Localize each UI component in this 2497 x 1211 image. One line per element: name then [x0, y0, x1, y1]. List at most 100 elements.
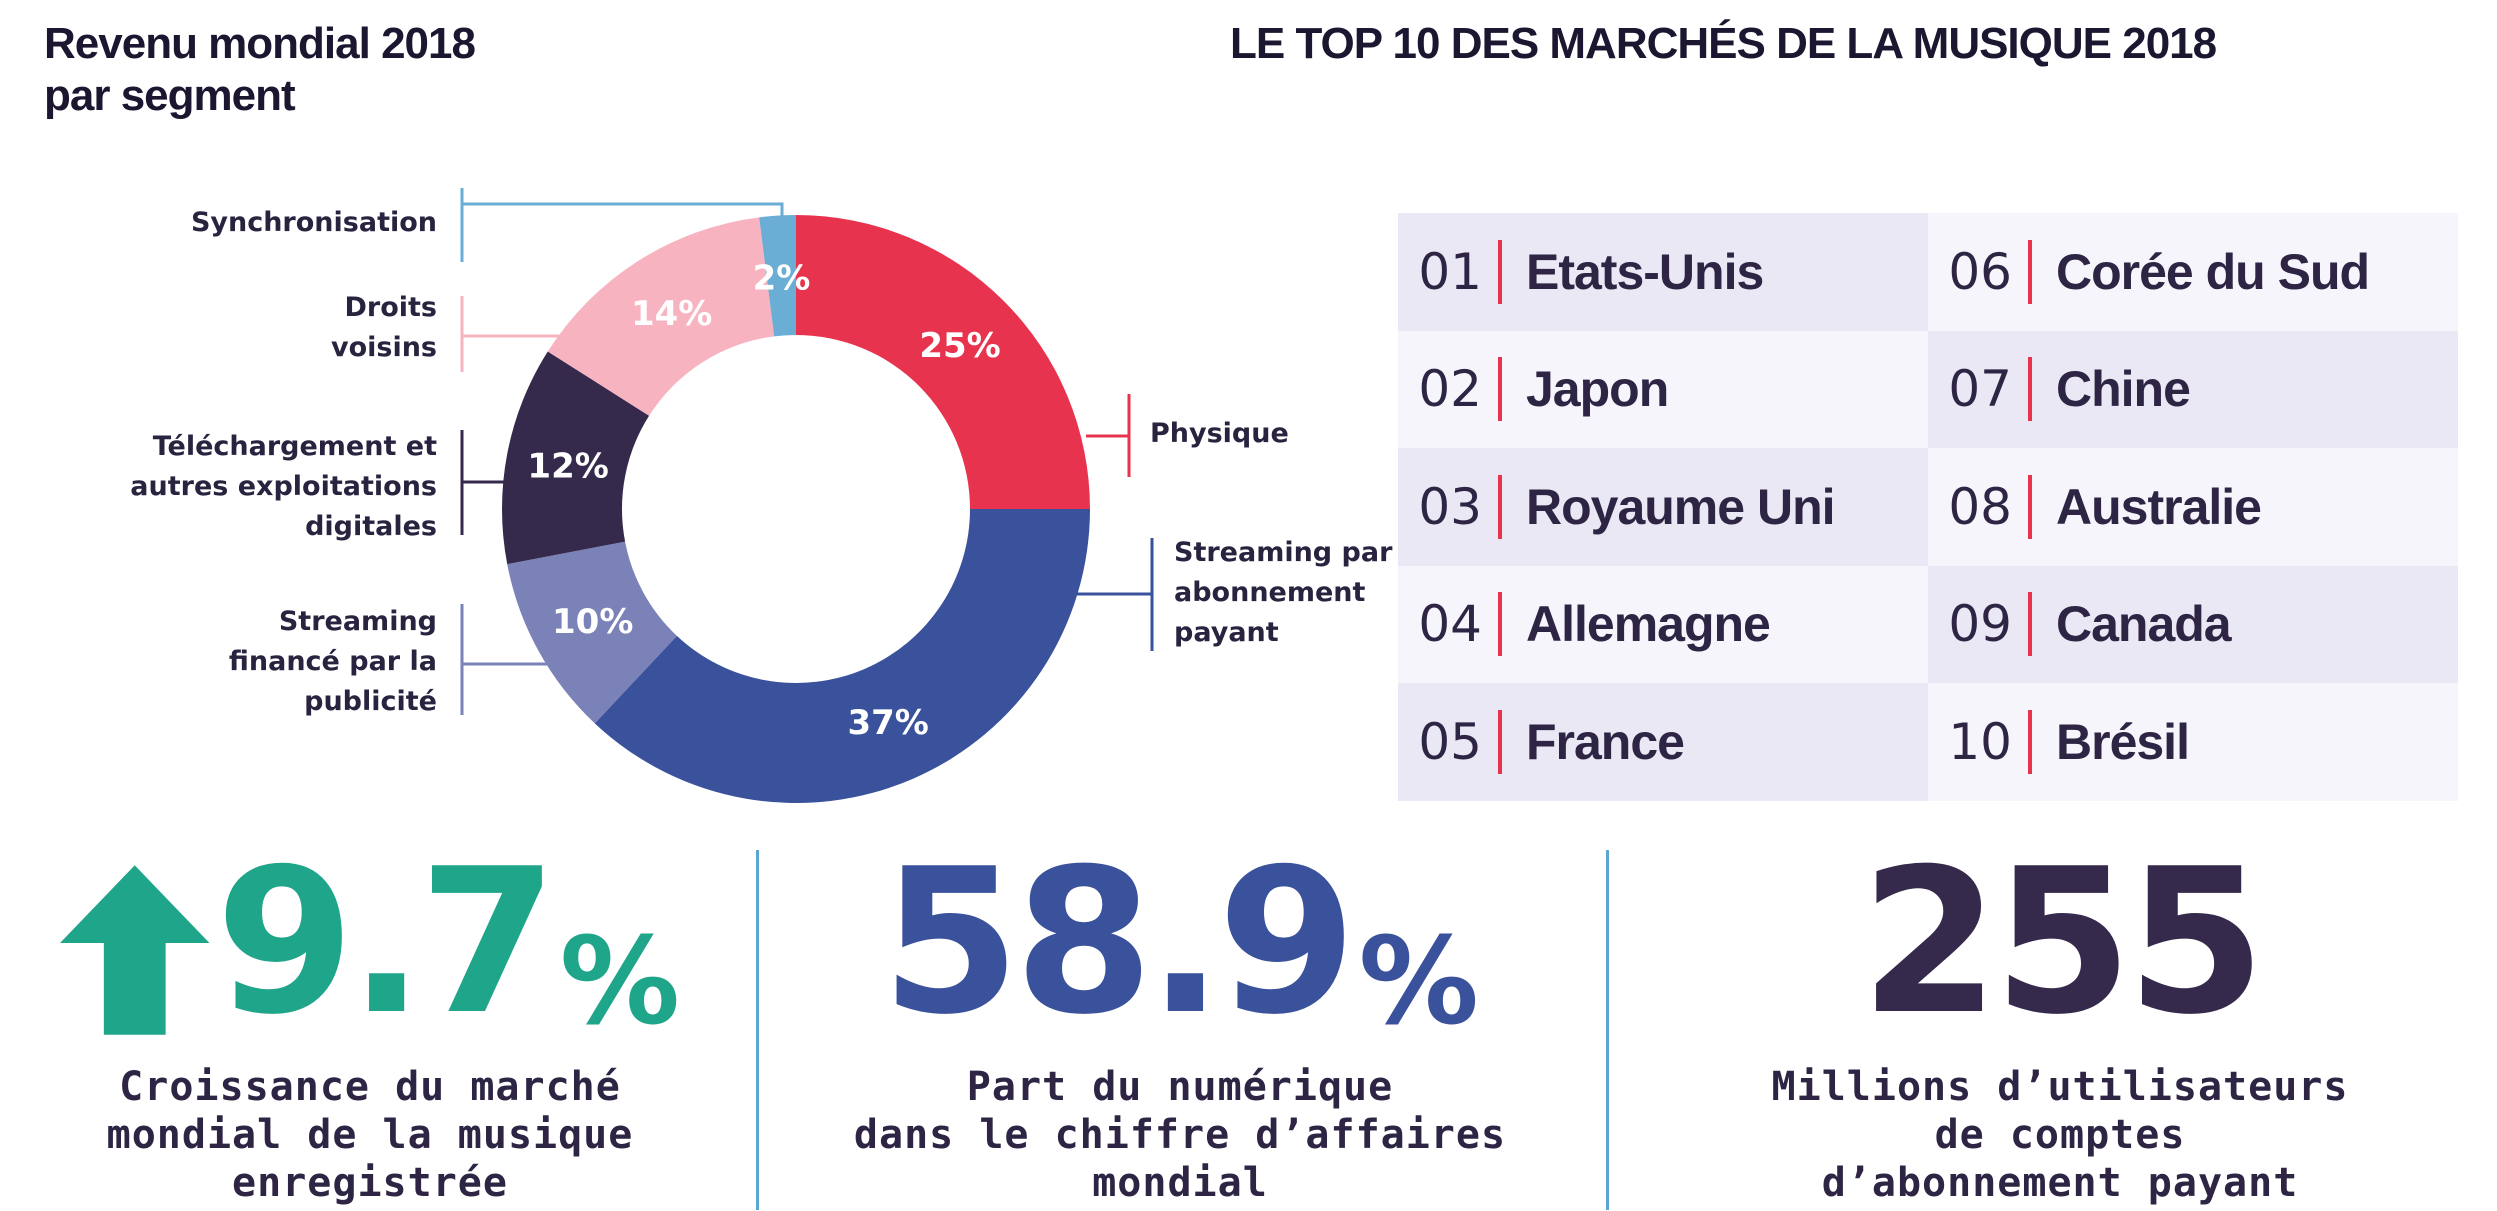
market-name: Brésil [2056, 713, 2190, 770]
top10-col-left-bg [1398, 213, 1928, 801]
donut-slice-droits-voisins [547, 217, 775, 416]
market-row: 07 Chine [1928, 331, 2191, 448]
market-row: 06 Corée du Sud [1928, 213, 2370, 330]
top10-table: 01 Etats-Unis 02 Japon 03 Royaume Uni 04 All… [1398, 213, 2458, 801]
market-rank: 08 [1948, 477, 2012, 536]
kpi-subscribers-caption-line: Millions d’utilisateurs [1771, 1064, 2349, 1110]
kpi-subscribers-value: 255 [1860, 826, 2265, 1059]
market-name: Royaume Uni [1526, 478, 1836, 535]
kpi-subscribers: 255 Millions d’utilisateurs de comptes d… [1680, 843, 2440, 1207]
market-row: 10 Brésil [1928, 683, 2190, 800]
market-name: Australie [2056, 478, 2262, 535]
donut-value-label: 10% [552, 602, 633, 642]
label-streaming-pub-line-1: Streaming [278, 606, 437, 637]
label-streaming-pub-line-3: publicité [304, 686, 437, 717]
market-name: Allemagne [1526, 596, 1771, 653]
label-droits-line-1: Droits [344, 292, 437, 323]
market-rank: 04 [1418, 595, 1482, 654]
rank-divider [2028, 357, 2032, 422]
kpi-growth-suffix: % [559, 913, 680, 1052]
kpi-growth-caption-line: mondial de la musique [106, 1112, 634, 1158]
market-row: 03 Royaume Uni [1398, 448, 1836, 565]
label-telechargement-line-3: digitales [305, 511, 437, 542]
kpi-growth-value: 9.7 [215, 826, 557, 1059]
market-row: 01 Etats-Unis [1398, 213, 1764, 330]
kpi-growth-caption-line: Croissance du marché [119, 1064, 621, 1110]
rank-divider [1498, 357, 1502, 422]
market-row: 04 Allemagne [1398, 566, 1771, 683]
leader-synchronisation [460, 188, 784, 262]
donut-slice-physique [796, 215, 1090, 509]
market-rank: 01 [1418, 242, 1482, 301]
label-droits-voisins: Droits voisins [331, 288, 437, 368]
rank-divider [1498, 709, 1502, 774]
donut-value-labels: 25% 37% 10% 12% 14% 2% [527, 258, 1000, 742]
label-telechargement-line-1: Téléchargement et [152, 431, 437, 462]
market-rank: 05 [1418, 712, 1482, 771]
top10-title: LE TOP 10 DES MARCHÉS DE LA MUSIQUE 2018 [1230, 19, 2217, 68]
kpi-digital-share-value: 58.9 [881, 826, 1356, 1059]
kpi-growth: 9.7 % Croissance du marché mondial de la… [60, 843, 680, 1207]
market-name: Canada [2056, 596, 2232, 653]
leader-telechargement [460, 430, 512, 535]
kpi-digital-share-suffix: % [1358, 913, 1479, 1052]
donut-slice-streaming-par-abonnement-payant [594, 509, 1090, 803]
market-rank: 06 [1948, 242, 2012, 301]
market-name: Etats-Unis [1526, 243, 1764, 300]
chart-title-line-1: Revenu mondial 2018 [44, 19, 476, 68]
leader-physique [1086, 394, 1131, 477]
label-telechargement-line-2: autres exploitations [130, 471, 437, 502]
donut-value-label: 25% [919, 326, 1000, 366]
market-rank: 10 [1948, 712, 2012, 771]
rank-divider [1498, 239, 1502, 304]
label-physique: Physique [1150, 418, 1289, 449]
market-rank: 02 [1418, 360, 1482, 419]
kpi-subscribers-caption-line: d’abonnement payant [1821, 1160, 2299, 1206]
label-streaming-pub: Streaming financé par la publicité [229, 602, 437, 722]
kpi-growth-caption: Croissance du marché mondial de la musiq… [60, 1063, 680, 1207]
donut-value-label: 37% [847, 703, 928, 743]
label-streaming-abo-line-1: Streaming par [1174, 537, 1393, 568]
market-rank: 07 [1948, 360, 2012, 419]
donut-value-label: 12% [527, 447, 608, 487]
market-name: Japon [1526, 361, 1669, 418]
donut-chart: 25% 37% 10% 12% 14% 2% [460, 188, 1154, 803]
kpi-digital-share-caption-line: Part du numérique [966, 1064, 1394, 1110]
label-streaming-abo: Streaming par abonnement payant [1174, 533, 1392, 653]
kpi-digital-share-caption-line: mondial [1092, 1160, 1268, 1206]
market-row: 02 Japon [1398, 331, 1669, 448]
label-droits-line-2: voisins [330, 332, 437, 363]
label-streaming-abo-line-3: payant [1174, 617, 1279, 648]
kpi-digital-share-caption: Part du numérique dans le chiffre d’affa… [830, 1063, 1530, 1207]
arrow-up-icon [60, 865, 210, 1035]
top10-col-right-bg [1928, 213, 2458, 801]
kpi-digital-share: 58.9 % Part du numérique dans le chiffre… [830, 843, 1530, 1207]
rank-divider [1498, 592, 1502, 657]
market-name: Chine [2056, 361, 2191, 418]
label-streaming-pub-line-2: financé par la [228, 646, 437, 677]
leader-streaming-abo [1072, 538, 1154, 651]
rank-divider [2028, 592, 2032, 657]
kpi-subscribers-caption-line: de comptes [1934, 1112, 2186, 1158]
leader-streaming-pub [460, 604, 548, 715]
chart-title-line-2: par segment [44, 71, 296, 120]
kpi-digital-share-caption-line: dans le chiffre d’affaires [853, 1112, 1507, 1158]
label-synchronisation: Synchronisation [190, 207, 437, 238]
kpi-growth-caption-line: enregistrée [232, 1160, 508, 1206]
rank-divider [1498, 474, 1502, 539]
market-rank: 09 [1948, 595, 2012, 654]
donut-slice-streaming-financ-par-la-publicit- [507, 541, 677, 724]
kpi-divider-1 [756, 850, 759, 1210]
rank-divider [2028, 709, 2032, 774]
market-row: 05 France [1398, 683, 1685, 800]
label-streaming-abo-line-2: abonnement [1174, 577, 1366, 608]
kpi-subscribers-caption: Millions d’utilisateurs de comptes d’abo… [1680, 1063, 2440, 1207]
market-rank: 03 [1418, 477, 1482, 536]
donut-value-label: 14% [631, 294, 712, 334]
chart-title: Revenu mondial 2018 par segment [44, 18, 476, 122]
market-row: 08 Australie [1928, 448, 2262, 565]
leader-lines [460, 188, 1154, 715]
market-name: France [1526, 713, 1685, 770]
kpi-divider-2 [1606, 850, 1609, 1210]
donut-slice-t-l-chargement-et-autres-exploitations-digitales [502, 351, 650, 565]
